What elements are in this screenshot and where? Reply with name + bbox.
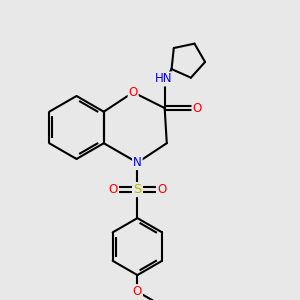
Text: S: S — [133, 183, 142, 196]
Text: HN: HN — [154, 73, 172, 85]
Text: O: O — [128, 86, 138, 99]
Text: O: O — [108, 183, 117, 196]
Text: O: O — [192, 102, 202, 115]
Text: O: O — [158, 183, 166, 196]
Text: N: N — [133, 156, 142, 169]
Text: O: O — [133, 285, 142, 298]
